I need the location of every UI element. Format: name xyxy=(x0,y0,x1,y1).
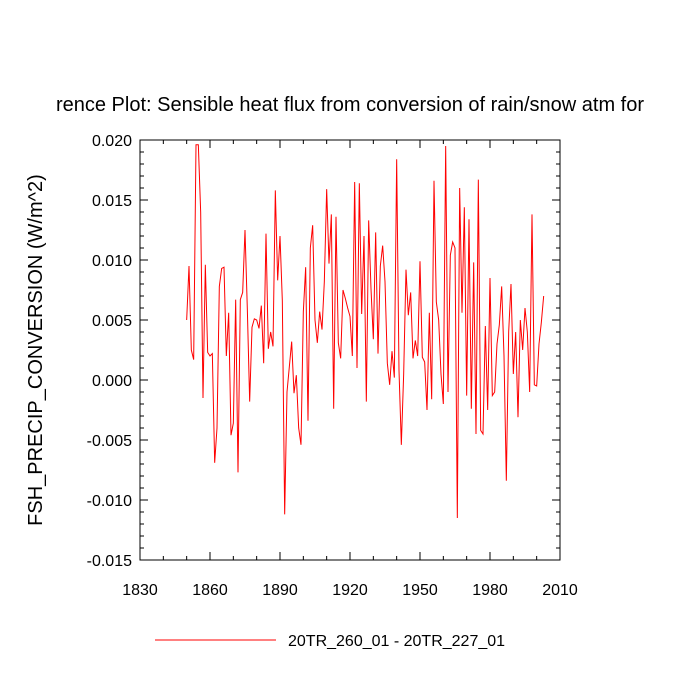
x-tick-label: 1920 xyxy=(332,582,368,599)
legend-label: 20TR_260_01 - 20TR_227_01 xyxy=(288,633,505,650)
y-tick-label: 0.020 xyxy=(92,133,132,150)
chart-title: rence Plot: Sensible heat flux from conv… xyxy=(56,94,644,116)
y-tick-label: 0.010 xyxy=(92,253,132,270)
y-tick-label: -0.005 xyxy=(87,433,132,450)
x-tick-label: 1950 xyxy=(402,582,438,599)
x-tick-label: 2010 xyxy=(542,582,578,599)
x-tick-label: 1980 xyxy=(472,582,508,599)
series-layer xyxy=(186,144,545,519)
y-tick-label: 0.015 xyxy=(92,193,132,210)
x-tick-label: 1830 xyxy=(122,582,158,599)
x-tick-label: 1890 xyxy=(262,582,298,599)
y-tick-label: -0.015 xyxy=(87,553,132,570)
y-tick-label: 0.005 xyxy=(92,313,132,330)
axis-ticks xyxy=(139,139,561,561)
y-tick-label: 0.000 xyxy=(92,373,132,390)
y-axis-label: FSH_PRECIP_CONVERSION (W/m^2) xyxy=(25,174,47,526)
axis-tick-labels: 1830 1860 1890 1920 1950 1980 2010 -0.015 -0.010… xyxy=(87,133,578,599)
legend: 20TR_260_01 - 20TR_227_01 xyxy=(155,633,505,650)
series-line xyxy=(186,144,545,519)
y-tick-label: -0.010 xyxy=(87,493,132,510)
x-tick-label: 1860 xyxy=(192,582,228,599)
